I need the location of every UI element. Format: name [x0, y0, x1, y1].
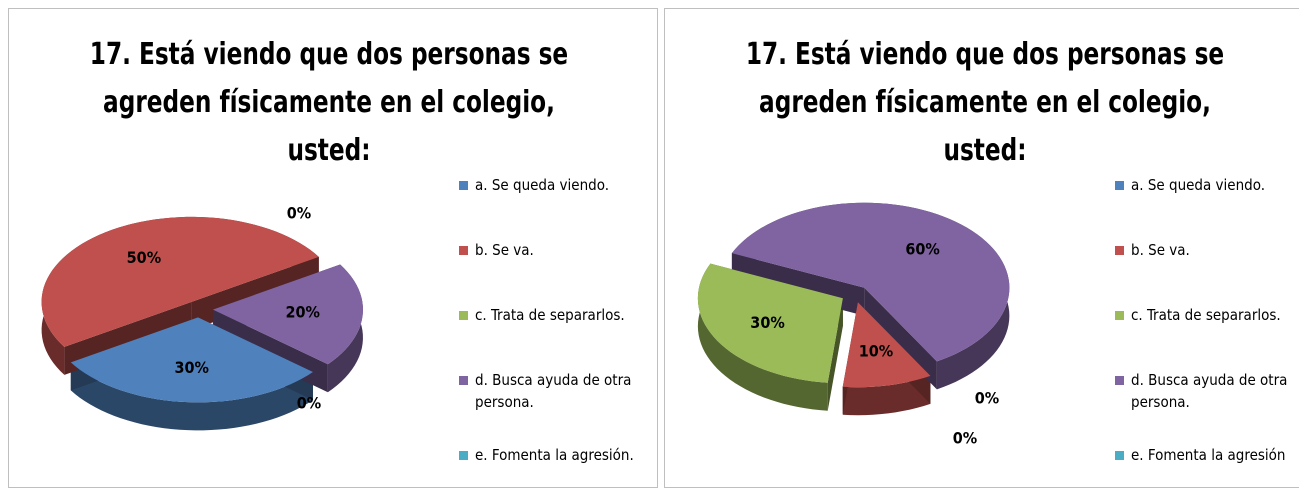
- chart-panel: 17. Está viendo que dos personas se agre…: [664, 8, 1299, 488]
- data-label: 0%: [297, 394, 321, 413]
- data-label: 0%: [287, 204, 311, 223]
- legend-item: b. Se va.: [459, 239, 657, 261]
- legend-label: a. Se queda viendo.: [1131, 176, 1265, 194]
- data-label: 0%: [975, 389, 999, 408]
- legend-item: b. Se va.: [1115, 239, 1299, 261]
- legend-label: a. Se queda viendo.: [475, 176, 609, 194]
- legend-item: c. Trata de separarlos.: [1115, 304, 1299, 326]
- data-label: 10%: [859, 342, 893, 361]
- legend-swatch: [1115, 246, 1124, 255]
- pie-slice: [70, 317, 313, 403]
- legend-item: c. Trata de separarlos.: [459, 304, 657, 326]
- data-label: 20%: [286, 303, 320, 322]
- pie-slice: [210, 259, 339, 305]
- chart-title: 17. Está viendo que dos personas se agre…: [745, 37, 1225, 168]
- legend-item: e. Fomenta la agresión.: [459, 444, 657, 466]
- data-label: 30%: [750, 313, 784, 332]
- slice-side: [697, 263, 828, 411]
- chart-title: 17. Está viendo que dos personas se agre…: [89, 37, 569, 168]
- legend-swatch: [459, 376, 468, 385]
- legend-swatch: [459, 311, 468, 320]
- pie-chart: 0% 10% 30% 60% 0%: [697, 202, 1010, 448]
- pie-slice: [209, 314, 325, 370]
- legend-label: c. Trata de separarlos.: [1131, 306, 1281, 324]
- legend-label: d. Busca ayuda de otra persona.: [1131, 371, 1288, 411]
- legend-swatch: [1115, 451, 1124, 460]
- pie-slice: [41, 216, 319, 347]
- legend-item: a. Se queda viendo.: [1115, 174, 1299, 196]
- slice-wall: [827, 298, 843, 411]
- data-label: 50%: [127, 248, 161, 267]
- legend-item: a. Se queda viendo.: [459, 174, 657, 196]
- legend-swatch: [1115, 181, 1124, 190]
- data-label: 60%: [905, 239, 939, 258]
- pie-chart: 30% 50% 0% 20% 0%: [41, 204, 363, 431]
- legend-label: b. Se va.: [1131, 241, 1190, 259]
- legend-item: d. Busca ayuda de otra persona.: [1115, 369, 1299, 413]
- legend-label: e. Fomenta la agresión: [1131, 446, 1286, 464]
- pie-slice: [697, 263, 843, 383]
- legend-item: d. Busca ayuda de otra persona.: [459, 369, 657, 413]
- data-label: 0%: [953, 429, 977, 448]
- slice-side: [70, 362, 313, 431]
- chart-panel: 17. Está viendo que dos personas se agre…: [8, 8, 658, 488]
- slice-wall: [864, 287, 937, 390]
- legend-swatch: [459, 246, 468, 255]
- legend-label: b. Se va.: [475, 241, 534, 259]
- legend-label: e. Fomenta la agresión.: [475, 446, 634, 464]
- data-label: 30%: [175, 358, 209, 377]
- legend-item: e. Fomenta la agresión: [1115, 444, 1299, 466]
- legend-label: c. Trata de separarlos.: [475, 306, 625, 324]
- legend-swatch: [459, 181, 468, 190]
- legend-swatch: [1115, 376, 1124, 385]
- legend-swatch: [1115, 311, 1124, 320]
- pie-slice: [842, 302, 931, 388]
- pie-slice: [731, 202, 1010, 362]
- legend-swatch: [459, 451, 468, 460]
- pie-slice: [212, 264, 363, 365]
- legend-label: d. Busca ayuda de otra persona.: [475, 371, 632, 411]
- slice-side: [842, 375, 931, 416]
